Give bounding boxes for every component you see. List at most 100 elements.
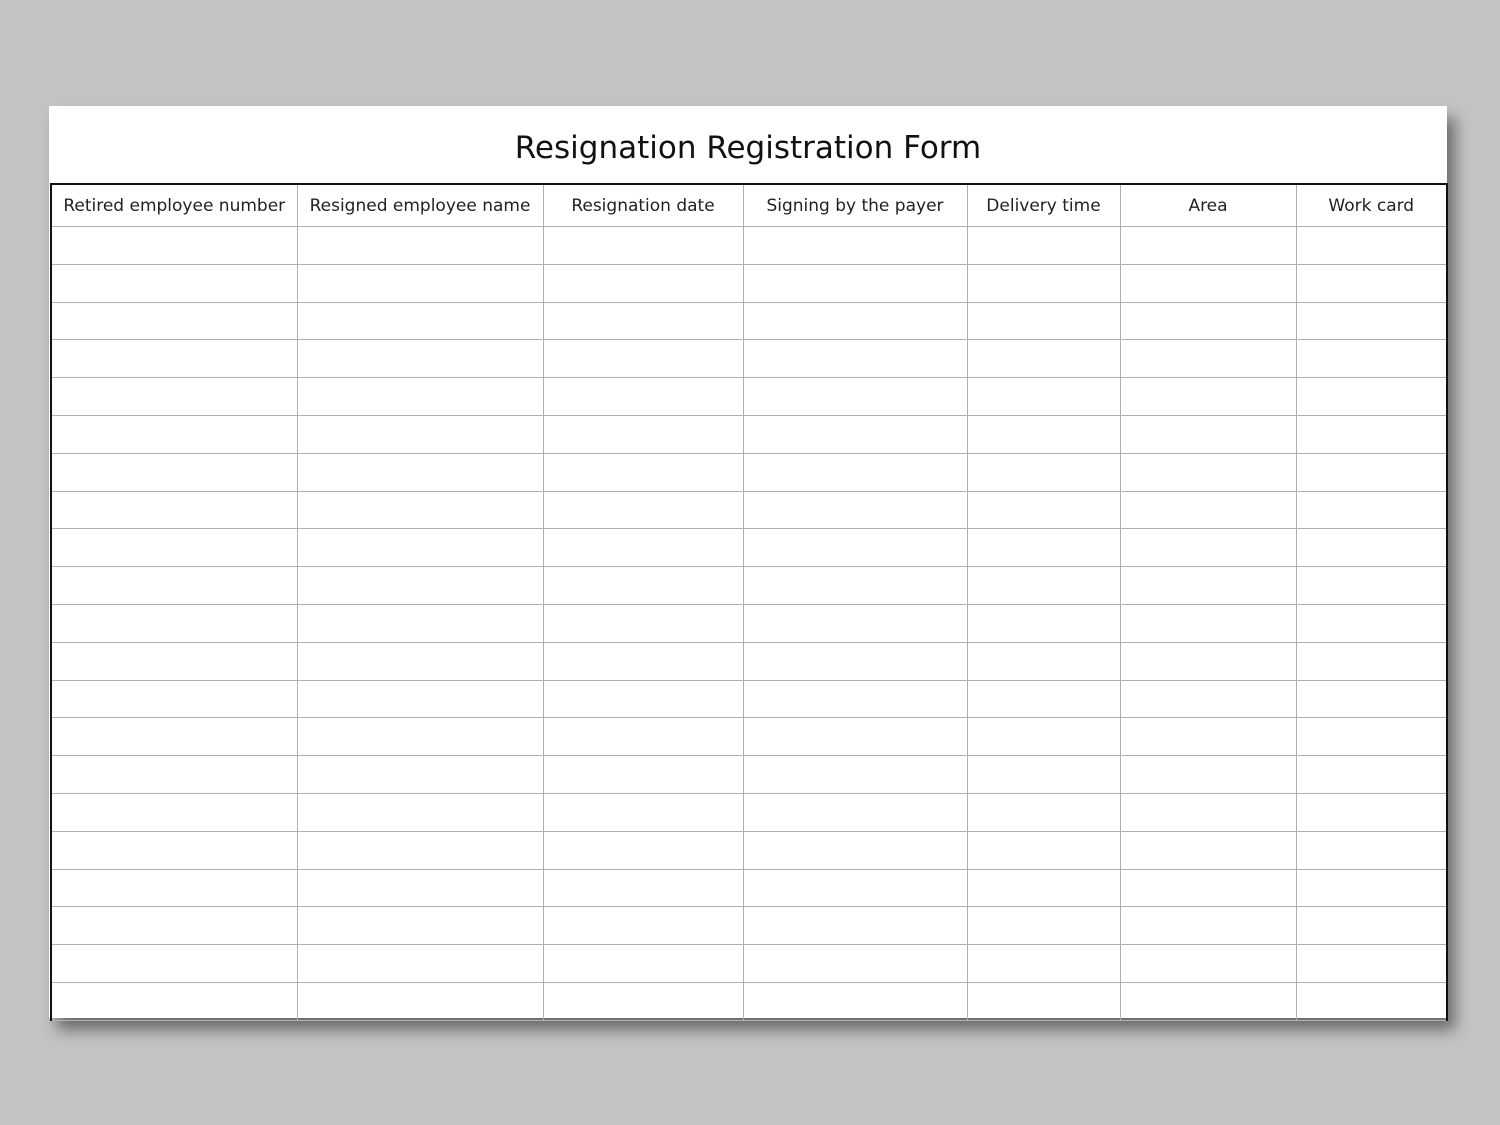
table-cell[interactable] xyxy=(50,528,298,568)
table-cell[interactable] xyxy=(1119,226,1297,265)
table-cell[interactable] xyxy=(1119,755,1297,794)
table-cell[interactable] xyxy=(742,226,968,265)
table-cell[interactable] xyxy=(542,755,744,794)
table-cell[interactable] xyxy=(966,906,1121,946)
table-cell[interactable] xyxy=(296,868,544,908)
table-cell[interactable] xyxy=(742,641,968,681)
table-cell[interactable] xyxy=(542,377,744,416)
table-cell[interactable] xyxy=(50,868,298,908)
table-cell[interactable] xyxy=(742,566,968,605)
table-cell[interactable] xyxy=(296,906,544,946)
table-cell[interactable] xyxy=(1295,528,1448,568)
table-cell[interactable] xyxy=(1295,603,1448,643)
table-cell[interactable] xyxy=(742,944,968,983)
table-cell[interactable] xyxy=(1295,301,1448,341)
table-cell[interactable] xyxy=(50,339,298,379)
table-cell[interactable] xyxy=(742,414,968,454)
table-cell[interactable] xyxy=(296,830,544,870)
table-cell[interactable] xyxy=(542,944,744,983)
table-cell[interactable] xyxy=(966,490,1121,530)
table-cell[interactable] xyxy=(1119,944,1297,983)
table-cell[interactable] xyxy=(1119,868,1297,908)
table-cell[interactable] xyxy=(296,528,544,568)
table-cell[interactable] xyxy=(1119,981,1297,1021)
table-cell[interactable] xyxy=(296,755,544,794)
table-cell[interactable] xyxy=(542,603,744,643)
table-cell[interactable] xyxy=(542,263,744,303)
table-cell[interactable] xyxy=(50,641,298,681)
table-cell[interactable] xyxy=(966,868,1121,908)
table-cell[interactable] xyxy=(50,792,298,832)
table-cell[interactable] xyxy=(966,339,1121,379)
table-cell[interactable] xyxy=(296,981,544,1021)
table-cell[interactable] xyxy=(1119,830,1297,870)
table-cell[interactable] xyxy=(50,717,298,757)
table-cell[interactable] xyxy=(742,603,968,643)
table-cell[interactable] xyxy=(966,414,1121,454)
table-cell[interactable] xyxy=(296,944,544,983)
table-cell[interactable] xyxy=(966,377,1121,416)
table-cell[interactable] xyxy=(296,792,544,832)
table-cell[interactable] xyxy=(50,603,298,643)
table-cell[interactable] xyxy=(966,755,1121,794)
table-cell[interactable] xyxy=(296,263,544,303)
table-cell[interactable] xyxy=(50,566,298,605)
table-cell[interactable] xyxy=(1119,528,1297,568)
table-cell[interactable] xyxy=(542,566,744,605)
table-cell[interactable] xyxy=(1295,490,1448,530)
table-cell[interactable] xyxy=(742,452,968,492)
table-cell[interactable] xyxy=(966,981,1121,1021)
table-cell[interactable] xyxy=(1119,679,1297,719)
table-cell[interactable] xyxy=(1119,603,1297,643)
table-cell[interactable] xyxy=(742,490,968,530)
table-cell[interactable] xyxy=(1295,226,1448,265)
table-cell[interactable] xyxy=(542,906,744,946)
table-cell[interactable] xyxy=(542,414,744,454)
table-cell[interactable] xyxy=(50,414,298,454)
table-cell[interactable] xyxy=(1295,641,1448,681)
table-cell[interactable] xyxy=(542,981,744,1021)
table-cell[interactable] xyxy=(296,452,544,492)
table-cell[interactable] xyxy=(296,717,544,757)
table-cell[interactable] xyxy=(50,755,298,794)
table-cell[interactable] xyxy=(50,452,298,492)
table-cell[interactable] xyxy=(542,717,744,757)
table-cell[interactable] xyxy=(966,792,1121,832)
table-cell[interactable] xyxy=(1119,452,1297,492)
table-cell[interactable] xyxy=(966,603,1121,643)
table-cell[interactable] xyxy=(1119,566,1297,605)
table-cell[interactable] xyxy=(1295,944,1448,983)
table-cell[interactable] xyxy=(742,301,968,341)
table-cell[interactable] xyxy=(1295,717,1448,757)
table-cell[interactable] xyxy=(296,679,544,719)
table-cell[interactable] xyxy=(966,263,1121,303)
table-cell[interactable] xyxy=(50,490,298,530)
table-cell[interactable] xyxy=(50,830,298,870)
table-cell[interactable] xyxy=(50,301,298,341)
table-cell[interactable] xyxy=(542,868,744,908)
table-cell[interactable] xyxy=(1119,377,1297,416)
table-cell[interactable] xyxy=(296,490,544,530)
table-cell[interactable] xyxy=(50,679,298,719)
table-cell[interactable] xyxy=(742,339,968,379)
table-cell[interactable] xyxy=(50,377,298,416)
table-cell[interactable] xyxy=(1295,981,1448,1021)
table-cell[interactable] xyxy=(742,981,968,1021)
table-cell[interactable] xyxy=(296,641,544,681)
table-cell[interactable] xyxy=(296,339,544,379)
table-cell[interactable] xyxy=(542,679,744,719)
table-cell[interactable] xyxy=(966,717,1121,757)
table-cell[interactable] xyxy=(296,226,544,265)
table-cell[interactable] xyxy=(966,528,1121,568)
table-cell[interactable] xyxy=(50,906,298,946)
table-cell[interactable] xyxy=(966,830,1121,870)
table-cell[interactable] xyxy=(742,868,968,908)
table-cell[interactable] xyxy=(1295,679,1448,719)
table-cell[interactable] xyxy=(542,641,744,681)
table-cell[interactable] xyxy=(542,452,744,492)
table-cell[interactable] xyxy=(50,944,298,983)
table-cell[interactable] xyxy=(966,452,1121,492)
table-cell[interactable] xyxy=(1295,906,1448,946)
table-cell[interactable] xyxy=(50,263,298,303)
table-cell[interactable] xyxy=(1119,301,1297,341)
